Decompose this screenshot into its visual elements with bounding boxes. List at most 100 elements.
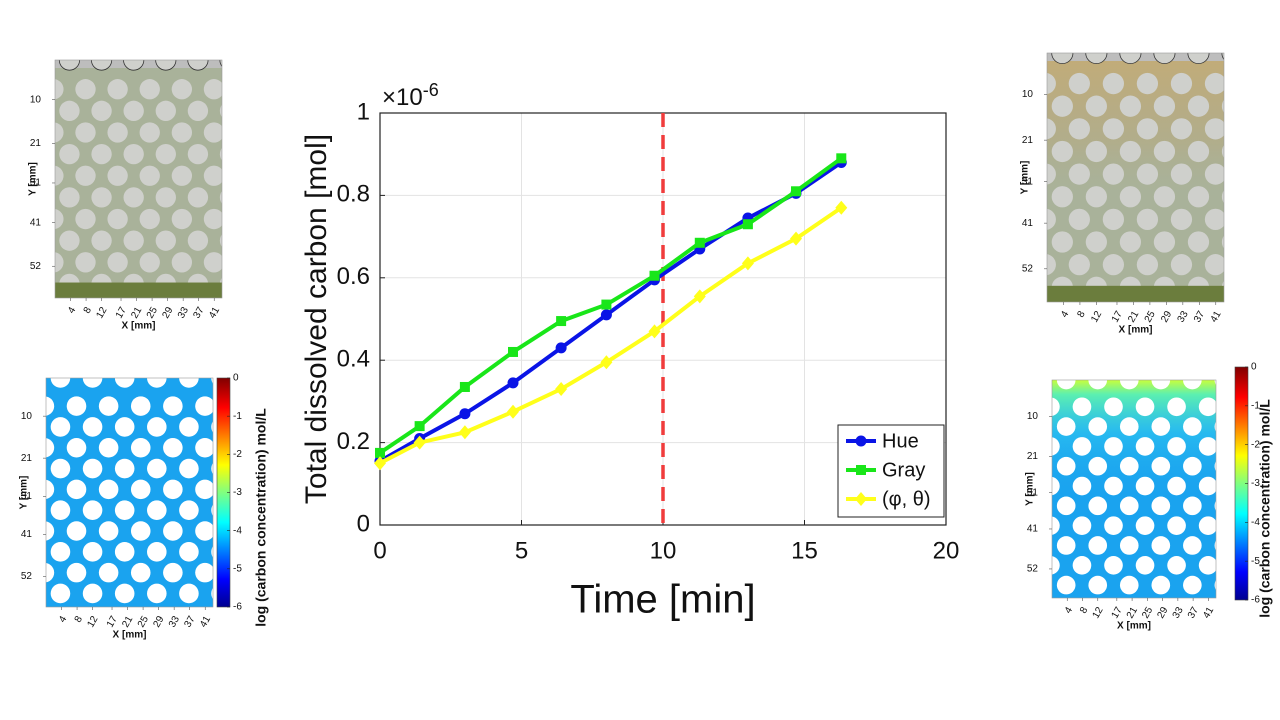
x-tick-label: 12 bbox=[1089, 309, 1104, 325]
x-tick-label: 41 bbox=[1209, 309, 1224, 325]
x-tick-label: 21 bbox=[120, 614, 135, 630]
y-tick-label: 21 bbox=[1027, 451, 1039, 462]
data-point bbox=[742, 219, 753, 230]
x-tick-label: 37 bbox=[1186, 605, 1201, 621]
y-tick-label: 10 bbox=[1027, 411, 1039, 422]
x-tick-label: 8 bbox=[1078, 605, 1091, 616]
data-point bbox=[459, 408, 471, 420]
y-tick-label: 0.2 bbox=[337, 428, 370, 455]
legend-marker bbox=[855, 492, 867, 506]
x-tick-label: 20 bbox=[933, 537, 960, 564]
y-tick-label: 41 bbox=[30, 217, 42, 228]
x-tick-label: 41 bbox=[207, 305, 222, 321]
y-tick-label: 0.4 bbox=[337, 346, 370, 373]
y-tick-label: 10 bbox=[21, 411, 33, 422]
colorbar-tick-label: -3 bbox=[1251, 478, 1260, 489]
colorbar-label: log (carbon concentration) mol/L bbox=[253, 408, 269, 627]
x-tick-label: 37 bbox=[1192, 309, 1207, 325]
x-tick-label: 8 bbox=[82, 305, 95, 316]
colorbar-tick-label: 0 bbox=[233, 373, 239, 384]
colorbar-tick-label: -1 bbox=[1251, 400, 1260, 411]
x-tick-label: 21 bbox=[1126, 309, 1141, 325]
data-point bbox=[741, 256, 754, 271]
data-point bbox=[601, 299, 612, 310]
y-tick-label: 31 bbox=[30, 178, 42, 189]
x-tick-label: 4 bbox=[1063, 605, 1076, 616]
y-multiplier-base: ×10 bbox=[382, 84, 423, 111]
data-point bbox=[555, 342, 567, 354]
y-tick-label: 41 bbox=[1022, 218, 1034, 229]
data-point bbox=[791, 186, 802, 197]
x-tick-label: 8 bbox=[73, 614, 86, 625]
x-axis-label: X [mm] bbox=[122, 321, 156, 332]
y-axis-label: Y [mm] bbox=[1020, 161, 1031, 195]
colorbar-tick-label: -3 bbox=[233, 487, 242, 498]
y-tick-label: 31 bbox=[1027, 487, 1039, 498]
x-tick-label: 25 bbox=[145, 305, 160, 321]
data-point bbox=[413, 435, 426, 450]
data-point bbox=[648, 324, 661, 339]
y-tick-label: 52 bbox=[21, 571, 33, 582]
x-tick-label: 17 bbox=[1110, 309, 1125, 325]
y-tick-label: 41 bbox=[1027, 524, 1039, 535]
colorbar-tick-label: -4 bbox=[1251, 517, 1260, 528]
legend-marker bbox=[856, 465, 866, 475]
y-tick-label: 0 bbox=[357, 510, 370, 537]
y-tick-label: 21 bbox=[30, 138, 42, 149]
y-tick-label: 52 bbox=[30, 261, 42, 272]
x-tick-label: 33 bbox=[1176, 309, 1191, 325]
heatmap-image bbox=[1052, 380, 1216, 598]
data-point bbox=[790, 231, 803, 246]
x-tick-label: 21 bbox=[1125, 605, 1140, 621]
x-tick-label: 4 bbox=[1059, 309, 1072, 320]
colorbar-label: log (carbon concentration) mol/L bbox=[1257, 399, 1273, 618]
colorbar-tick-label: -6 bbox=[233, 602, 242, 613]
y-multiplier-exponent: -6 bbox=[423, 80, 439, 100]
x-tick-label: 29 bbox=[151, 614, 166, 630]
x-tick-label: 29 bbox=[160, 305, 175, 321]
y-tick-label: 52 bbox=[1022, 263, 1034, 274]
legend-label: (φ, θ) bbox=[882, 488, 931, 510]
x-tick-label: 12 bbox=[85, 614, 100, 630]
y-tick-label: 0.6 bbox=[337, 263, 370, 290]
colorbar-tick-label: 0 bbox=[1251, 362, 1257, 373]
data-point bbox=[508, 346, 519, 357]
data-point bbox=[556, 316, 567, 327]
y-tick-label: 10 bbox=[30, 94, 42, 105]
x-axis-label: X [mm] bbox=[1117, 621, 1151, 632]
legend-label: Hue bbox=[882, 430, 919, 452]
y-tick-label: 0.8 bbox=[337, 181, 370, 208]
data-point bbox=[414, 421, 425, 432]
data-point bbox=[507, 377, 519, 389]
data-point bbox=[458, 425, 471, 440]
heatmap-frame bbox=[45, 377, 214, 608]
data-point bbox=[694, 237, 705, 248]
x-tick-label: 17 bbox=[1110, 605, 1125, 621]
heatmap-frame bbox=[54, 59, 223, 299]
data-point bbox=[836, 153, 847, 164]
colorbar-tick-label: -1 bbox=[233, 411, 242, 422]
x-tick-label: 41 bbox=[1201, 605, 1216, 621]
x-tick-label: 17 bbox=[105, 614, 120, 630]
x-tick-label: 25 bbox=[136, 614, 151, 630]
x-tick-label: 4 bbox=[57, 614, 70, 625]
heatmap-image bbox=[55, 60, 222, 298]
y-tick-label: 31 bbox=[1022, 176, 1034, 187]
x-tick-label: 5 bbox=[515, 537, 528, 564]
y-tick-label: 1 bbox=[357, 98, 370, 125]
y-axis-label: Y [mm] bbox=[1025, 472, 1036, 506]
x-tick-label: 37 bbox=[191, 305, 206, 321]
data-point bbox=[649, 270, 660, 281]
data-point bbox=[835, 200, 848, 215]
colorbar-tick-label: -2 bbox=[233, 449, 242, 460]
legend-label: Gray bbox=[882, 459, 925, 481]
x-tick-label: 21 bbox=[129, 305, 144, 321]
x-axis-label: X [mm] bbox=[1119, 325, 1153, 336]
data-point bbox=[507, 404, 520, 419]
colorbar-tick-label: -5 bbox=[1251, 556, 1260, 567]
heatmap-frame bbox=[1046, 52, 1225, 303]
y-tick-label: 21 bbox=[1022, 135, 1034, 146]
x-tick-label: 33 bbox=[1171, 605, 1186, 621]
colorbar-tick-label: -5 bbox=[233, 563, 242, 574]
